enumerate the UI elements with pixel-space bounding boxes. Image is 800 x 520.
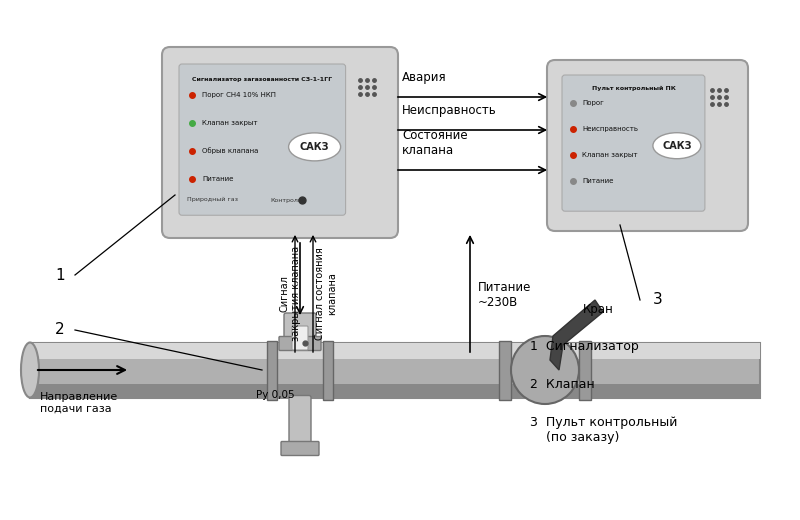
- FancyBboxPatch shape: [179, 64, 346, 215]
- Bar: [30, 343, 760, 359]
- Bar: [499, 341, 511, 399]
- FancyBboxPatch shape: [289, 396, 311, 449]
- Ellipse shape: [21, 343, 39, 397]
- Text: Неисправность: Неисправность: [402, 104, 497, 117]
- Bar: [30, 343, 760, 397]
- Text: 3  Пульт контрольный
    (по заказу): 3 Пульт контрольный (по заказу): [530, 416, 678, 444]
- Text: Сигнал
закрытия клапана: Сигнал закрытия клапана: [279, 246, 301, 341]
- Text: Неисправность: Неисправность: [582, 126, 638, 132]
- FancyBboxPatch shape: [292, 326, 308, 350]
- Text: Направление
подачи газа: Направление подачи газа: [40, 392, 118, 413]
- FancyBboxPatch shape: [562, 75, 705, 211]
- Text: Ру 0,05: Ру 0,05: [256, 390, 294, 400]
- Text: Пульт контрольный ПК: Пульт контрольный ПК: [591, 86, 675, 91]
- Text: 1: 1: [55, 267, 65, 282]
- Ellipse shape: [289, 133, 341, 161]
- Ellipse shape: [653, 133, 701, 159]
- FancyBboxPatch shape: [281, 441, 319, 456]
- Polygon shape: [550, 300, 603, 370]
- Text: Сигнал состояния
клапана: Сигнал состояния клапана: [315, 247, 337, 340]
- Text: Порог CH4 10% НКП: Порог CH4 10% НКП: [202, 92, 276, 98]
- Text: Контроль: Контроль: [270, 198, 302, 203]
- FancyBboxPatch shape: [284, 313, 316, 344]
- FancyBboxPatch shape: [279, 336, 321, 350]
- Text: 3: 3: [653, 292, 663, 307]
- Text: Сигнализатор загазованности СЗ-1-1ГГ: Сигнализатор загазованности СЗ-1-1ГГ: [192, 77, 332, 82]
- FancyBboxPatch shape: [162, 47, 398, 238]
- Text: Питание
~230В: Питание ~230В: [478, 281, 531, 309]
- Text: Порог: Порог: [582, 100, 604, 106]
- Bar: [267, 341, 277, 399]
- Text: 2: 2: [55, 322, 65, 337]
- Text: САКЗ: САКЗ: [662, 141, 692, 151]
- Text: Обрыв клапана: Обрыв клапана: [202, 148, 258, 154]
- Text: Природный газ: Природный газ: [187, 197, 238, 202]
- Text: Состояние
клапана: Состояние клапана: [402, 129, 468, 157]
- Text: Клапан закрыт: Клапан закрыт: [582, 152, 638, 158]
- Bar: [579, 341, 591, 399]
- Text: Авария: Авария: [402, 71, 446, 84]
- FancyBboxPatch shape: [547, 60, 748, 231]
- Bar: [30, 384, 760, 397]
- Bar: [323, 341, 333, 399]
- Text: Кран: Кран: [583, 304, 614, 317]
- Text: 2  Клапан: 2 Клапан: [530, 378, 594, 391]
- Text: 1  Сигнализатор: 1 Сигнализатор: [530, 340, 638, 353]
- Text: Питание: Питание: [582, 178, 614, 184]
- Circle shape: [511, 336, 579, 404]
- Text: САКЗ: САКЗ: [300, 142, 330, 152]
- Text: Питание: Питание: [202, 176, 234, 182]
- Text: Клапан закрыт: Клапан закрыт: [202, 120, 258, 126]
